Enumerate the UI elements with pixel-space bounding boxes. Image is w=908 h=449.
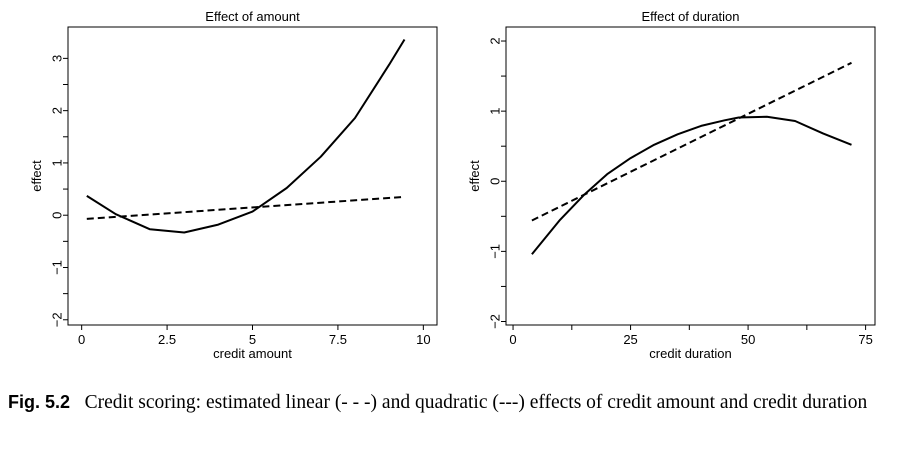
panel1-x-tick-label: 10 [416, 332, 430, 347]
panel1-y-tick-label: 0 [50, 212, 65, 219]
caption-text: Credit scoring: estimated linear (- - -)… [84, 392, 868, 413]
panel1-y-axis-label: effect [29, 160, 44, 192]
panel1-y-tick-label: 1 [50, 159, 65, 166]
panel1-x-tick-label: 7.5 [329, 332, 347, 347]
panel2-y-axis-label: effect [467, 160, 482, 192]
panel1-y-tick-label: −1 [50, 260, 65, 275]
charts-canvas: Effect of amount credit amount effect 0 2.5 5… [29, 9, 876, 361]
panel1-linear-effect-line [86, 195, 405, 220]
panel2-plot-frame [505, 26, 876, 326]
panel1-y-tick-label: 2 [50, 107, 65, 114]
panel2-y-tick-label: −1 [488, 244, 503, 259]
panel1-chart-title: Effect of amount [205, 9, 300, 24]
panel1-x-tick-label: 0 [78, 332, 85, 347]
panel2-y-tick-label: 1 [488, 108, 503, 115]
panel1-quadratic-effect-line [86, 38, 406, 234]
panel1-y-tick-label: 3 [50, 55, 65, 62]
panel2-x-tick-label: 75 [858, 332, 872, 347]
panel2-y-tick-label: −2 [488, 314, 503, 329]
panel1-x-axis-label: credit amount [213, 346, 292, 361]
caption-label: Fig. 5.2 [8, 392, 71, 412]
panel2-x-tick-label: 50 [741, 332, 755, 347]
figure-caption: Fig. 5.2 Credit scoring: estimated linea… [8, 390, 903, 415]
panel1-x-tick-label: 5 [249, 332, 256, 347]
panel2-linear-effect-line [531, 61, 852, 222]
panel2-chart-title: Effect of duration [641, 9, 739, 24]
panel2-x-tick-label: 0 [509, 332, 516, 347]
panel1-plot-frame [67, 26, 438, 326]
panel2-y-tick-label: 0 [488, 178, 503, 185]
panel1-y-tick-label: −2 [50, 312, 65, 327]
panel2-y-tick-label: 2 [488, 37, 503, 44]
panel1-x-tick-label: 2.5 [158, 332, 176, 347]
panel2-x-tick-label: 25 [623, 332, 637, 347]
panel2-x-axis-label: credit duration [649, 346, 731, 361]
panel2-quadratic-effect-line [531, 115, 852, 255]
